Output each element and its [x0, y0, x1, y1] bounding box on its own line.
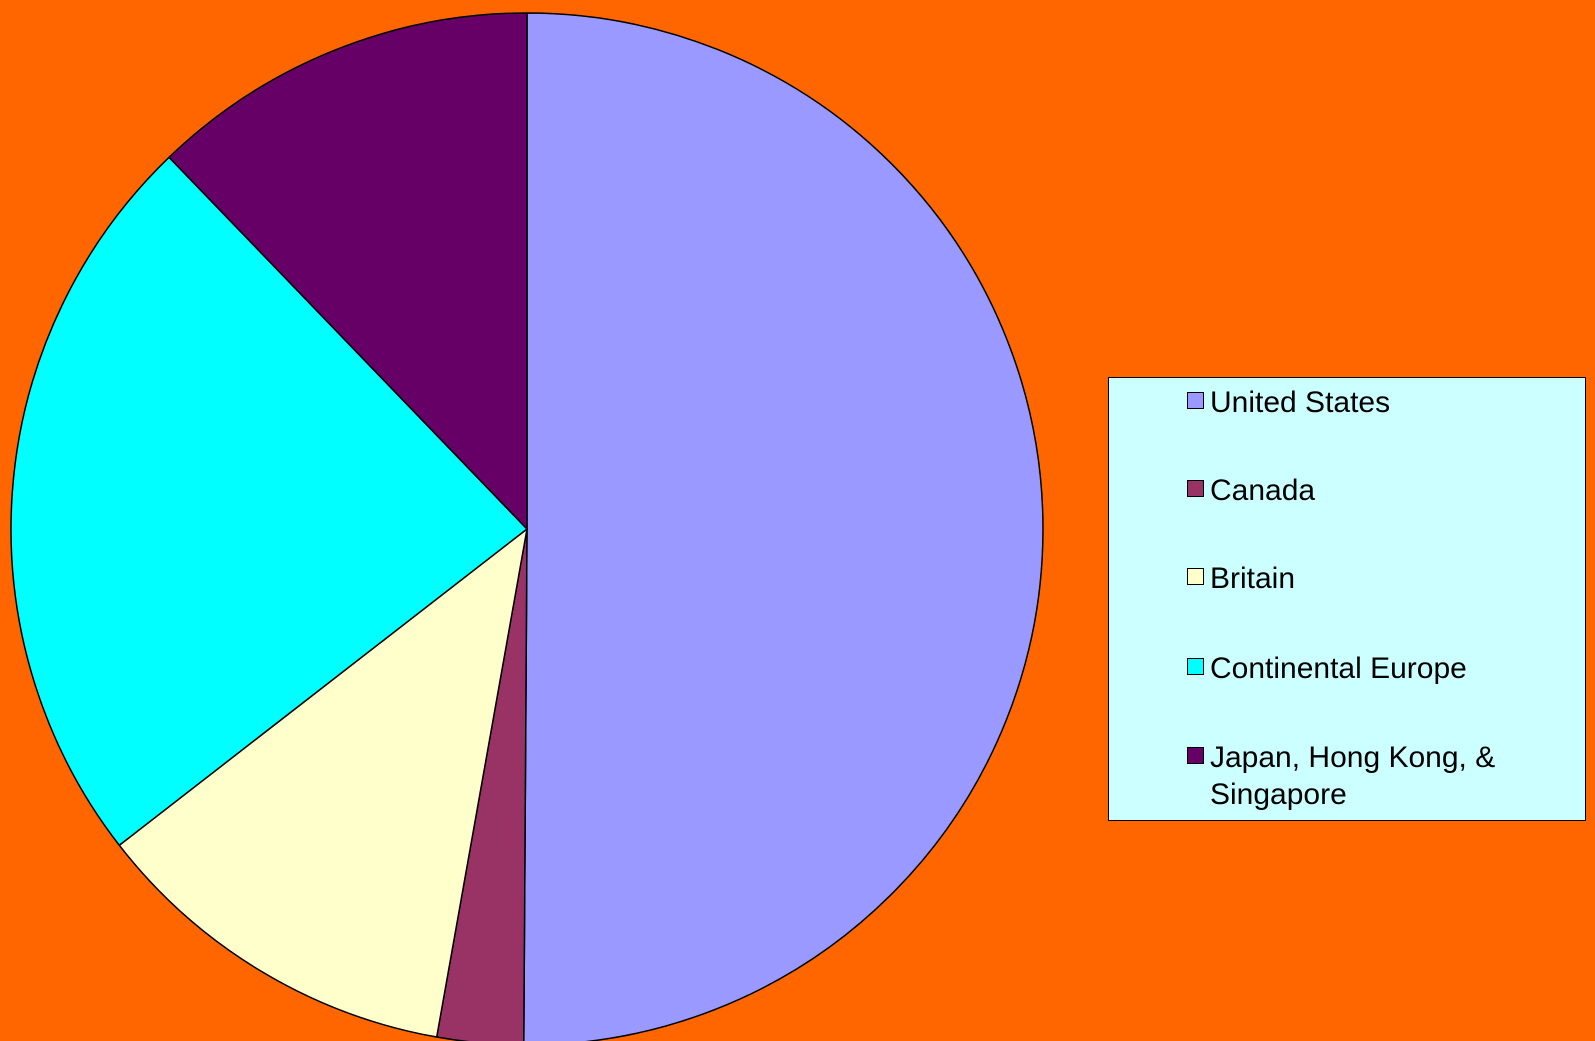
- legend-swatch-britain: [1187, 568, 1204, 585]
- legend-swatch-continental-europe: [1187, 658, 1204, 675]
- chart-legend: United States Canada Britain Continental…: [1108, 377, 1586, 821]
- legend-item-continental-europe: Continental Europe: [1187, 650, 1570, 687]
- legend-swatch-united-states: [1187, 392, 1204, 409]
- legend-item-britain: Britain: [1187, 560, 1570, 597]
- pie-slice-continental-europe: [10, 156, 528, 847]
- legend-label-continental-europe: Continental Europe: [1210, 652, 1467, 685]
- pie-slice-britain: [118, 528, 528, 1038]
- legend-item-canada: Canada: [1187, 472, 1570, 509]
- legend-label-britain: Britain: [1210, 562, 1296, 595]
- pie-slice-united-states: [523, 12, 1044, 1041]
- pie-slice-japan-hong-kong-singapore: [168, 12, 528, 530]
- legend-label-united-states: United States: [1210, 386, 1391, 419]
- legend-item-japan-hong-kong-singapore: Japan, Hong Kong, & Singapore: [1187, 739, 1570, 813]
- legend-item-united-states: United States: [1187, 384, 1570, 421]
- legend-swatch-canada: [1187, 480, 1204, 497]
- legend-label-japan-hong-kong-singapore: Japan, Hong Kong, & Singapore: [1210, 741, 1496, 811]
- legend-swatch-japan-hong-kong-singapore: [1187, 747, 1204, 764]
- legend-label-canada: Canada: [1210, 474, 1316, 507]
